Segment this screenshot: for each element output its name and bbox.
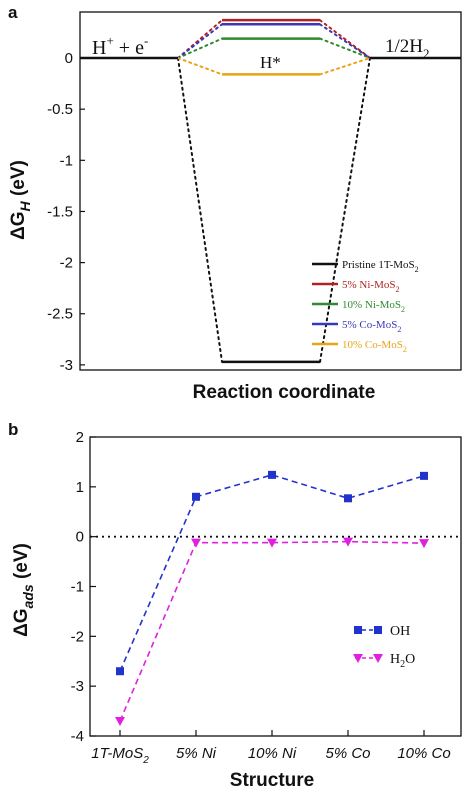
panel-a-plot-frame	[79, 11, 462, 371]
panel-b-plot-frame	[89, 436, 462, 737]
y-tick-label: 2	[76, 429, 84, 446]
x-tick-label: 10% Ni	[248, 745, 297, 762]
connector-line	[177, 37, 223, 60]
initial-state-label: H+ + e-	[92, 33, 148, 59]
x-tick-label: 5% Ni	[176, 745, 217, 762]
legend-label: H2O	[390, 652, 415, 670]
data-point	[115, 717, 125, 727]
panel-b-x-ticks: 1T-MoS2 5% Ni 10% Ni 5% Co 10% Co	[91, 730, 451, 766]
panel-b-y-axis-title: ΔGads (eV)	[11, 543, 36, 637]
connector-line	[319, 57, 371, 363]
legend-label: Pristine 1T-MoS2	[342, 259, 419, 274]
connector-line	[177, 57, 223, 76]
y-tick-label: -2.5	[47, 306, 73, 323]
connector-line	[319, 57, 371, 76]
legend-label: OH	[390, 624, 410, 639]
y-tick-label: -4	[71, 728, 84, 745]
legend-marker	[374, 626, 382, 634]
y-tick-label: 0	[76, 529, 84, 546]
data-point	[343, 537, 353, 547]
panel-b-x-axis-title: Structure	[230, 770, 314, 791]
panel-a-x-axis-title: Reaction coordinate	[193, 382, 376, 403]
x-tick-label: 10% Co	[397, 745, 450, 762]
y-tick-label: -0.5	[47, 101, 73, 118]
legend-label: 10% Ni-MoS2	[342, 299, 405, 314]
y-tick-label: -3	[71, 678, 84, 695]
x-tick-label: 5% Co	[325, 745, 370, 762]
panel-b-legend: OH H2O	[353, 624, 415, 670]
panel-a-energy-levels	[80, 18, 461, 364]
series-line	[119, 540, 425, 722]
connector-line	[319, 23, 371, 60]
panel-b-series	[115, 470, 429, 727]
y-tick-label: -1.5	[47, 203, 73, 220]
data-point	[267, 538, 277, 548]
connector-line	[177, 19, 223, 60]
data-point	[344, 494, 352, 503]
final-state-label: 1/2H2	[385, 36, 430, 61]
panel-b-y-ticks: 2 1 0 -1 -2 -3 -4	[71, 429, 461, 745]
data-point	[116, 667, 124, 676]
legend-label: 10% Co-MoS2	[342, 339, 407, 354]
y-tick-label: -1	[71, 579, 84, 596]
data-point	[419, 539, 429, 549]
series-line	[119, 474, 425, 672]
data-point	[420, 471, 428, 480]
panel-b: b 2 1 0 -1 -2 -3 -4 1T-MoS2 5% Ni 10% Ni 5% Co 10%…	[8, 420, 462, 791]
panel-a-y-ticks: 0 -0.5 -1 -1.5 -2 -2.5 -3	[47, 50, 85, 374]
y-tick-label: 0	[65, 50, 73, 67]
connector-line	[319, 19, 371, 60]
y-tick-label: -1	[60, 152, 73, 169]
data-point	[268, 470, 276, 479]
data-point	[192, 492, 200, 501]
y-tick-label: 1	[76, 479, 84, 496]
connector-line	[319, 37, 371, 60]
intermediate-state-label: H*	[260, 53, 281, 72]
y-tick-label: -2	[71, 628, 84, 645]
panel-b-letter: b	[8, 420, 18, 439]
x-tick-label: 1T-MoS2	[91, 745, 149, 766]
legend-label: 5% Ni-MoS2	[342, 279, 399, 294]
legend-marker	[353, 654, 363, 663]
y-tick-label: -2	[60, 255, 73, 272]
panel-a-y-axis-title: ΔGH (eV)	[8, 160, 33, 240]
connector-line	[177, 23, 223, 60]
panel-a-letter: a	[8, 3, 18, 22]
panel-a: a 0 -0.5 -1 -1.5 -2 -2.5 -3 H+ + e- H* 1/2H2 Δ…	[8, 3, 462, 403]
legend-label: 5% Co-MoS2	[342, 319, 401, 334]
data-point	[191, 538, 201, 548]
legend-marker	[354, 626, 362, 634]
legend-marker	[373, 654, 383, 663]
y-tick-label: -3	[60, 357, 73, 374]
connector-line	[177, 57, 223, 363]
panel-a-legend: Pristine 1T-MoS2 5% Ni-MoS2 10% Ni-MoS2 5% …	[312, 259, 419, 354]
